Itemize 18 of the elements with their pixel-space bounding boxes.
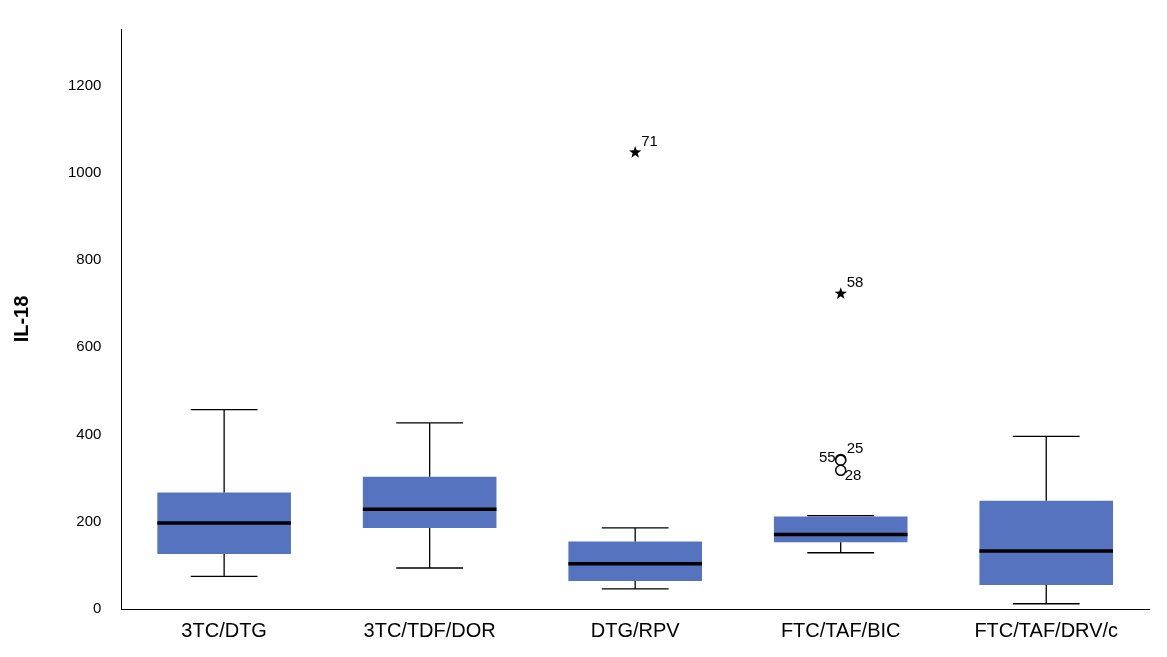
x-tick-label: 3TC/DTG <box>181 618 267 641</box>
x-tick-label: DTG/RPV <box>590 618 681 641</box>
x-tick-label: FTC/TAF/BIC <box>780 618 901 641</box>
annotation: 28 <box>844 466 862 484</box>
annotation: 58 <box>846 273 864 291</box>
annotation: 71 <box>641 132 658 150</box>
y-tick-label: 200 <box>76 511 102 529</box>
x-tick-label: 3TC/TDF/DOR <box>363 618 496 641</box>
y-tick-label: 800 <box>76 250 102 268</box>
y-tick-label: 400 <box>76 424 102 442</box>
y-tick-label: 0 <box>93 599 102 617</box>
y-axis-title: IL-18 <box>9 295 32 343</box>
x-tick-label: FTC/TAF/DRV/c <box>974 618 1119 641</box>
y-tick-label: 1000 <box>67 163 102 181</box>
annotation: 25 <box>846 439 864 457</box>
annotation: 55 <box>819 448 836 466</box>
y-tick-label: 600 <box>76 337 102 355</box>
y-tick-label: 1200 <box>67 75 102 93</box>
